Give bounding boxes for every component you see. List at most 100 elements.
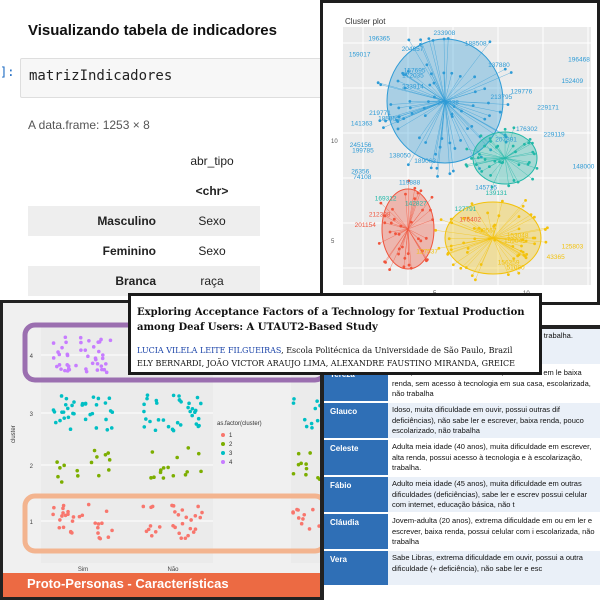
yellow-point (517, 215, 521, 218)
blue-spoke (408, 100, 446, 165)
yellow-point (462, 217, 465, 220)
cluster-3-point (145, 393, 150, 397)
yellow-spoke (447, 237, 494, 255)
red-spoke (407, 180, 410, 230)
yellow-spoke (474, 228, 494, 239)
code-text[interactable]: matrizIndicadores (29, 68, 173, 84)
red-point (389, 221, 393, 225)
point-label: 209567 (475, 227, 497, 234)
cluster-1-point (191, 530, 196, 534)
point-label: 196365 (368, 35, 390, 42)
blue-point (498, 110, 502, 114)
blue-point (384, 119, 387, 123)
teal-spoke (504, 157, 515, 181)
teal-point (527, 141, 531, 145)
cluster-3-point (177, 394, 181, 398)
cluster-3-point (60, 410, 64, 414)
blue-spoke (439, 100, 446, 148)
red-point (383, 214, 387, 218)
yellow-spoke (492, 237, 522, 247)
legend-key (221, 433, 225, 437)
cluster-3-point (188, 409, 192, 414)
red-point (413, 186, 417, 190)
cluster-2-point (75, 468, 80, 473)
cluster-4-point (95, 368, 100, 372)
blue-point (451, 169, 455, 173)
point-label: 43365 (547, 254, 565, 261)
point-label: 153048 (507, 233, 529, 240)
teal-spoke (497, 145, 506, 159)
red-point (421, 249, 424, 253)
red-point (388, 230, 392, 234)
blue-point (403, 86, 407, 90)
blue-spoke (397, 100, 446, 130)
teal-spoke (466, 148, 506, 159)
cluster-3-point (80, 401, 85, 406)
cluster-1-point (58, 518, 62, 522)
blue-spoke (385, 100, 446, 122)
data-frame-table: abr_tipo <chr> Masculino Sexo Feminino Sex… (28, 146, 260, 296)
blue-point (406, 69, 410, 73)
cluster-4-point (59, 367, 63, 371)
persona-row: Glauco Idoso, muita dificuldade em ouvir,… (324, 403, 600, 438)
point-label: 219771 (369, 110, 391, 117)
code-cell[interactable]: matrizIndicadores (20, 58, 322, 98)
teal-point (528, 138, 532, 141)
yellow-point (544, 240, 548, 244)
cluster-1-point (311, 507, 315, 512)
yellow-spoke (492, 237, 546, 243)
cluster-2-point (291, 471, 296, 476)
teal-point (489, 174, 492, 177)
blue-spoke (444, 100, 506, 136)
cluster-1-point (149, 533, 154, 538)
cluster-1-point (57, 525, 62, 530)
cluster-1-point (93, 521, 98, 525)
teal-point (514, 150, 517, 154)
cluster-3-point (65, 406, 70, 411)
cluster-4-point (57, 352, 62, 357)
cluster-2-point (183, 472, 188, 477)
red-point (419, 239, 423, 243)
blue-point (425, 63, 429, 67)
axis-tick: 10 (331, 139, 338, 145)
point-label: 129776 (511, 89, 533, 96)
cluster-4-point (79, 340, 83, 345)
point-label: 189063 (414, 158, 436, 165)
blue-point (466, 127, 469, 131)
point-label: 172035 (402, 73, 424, 80)
teal-spoke (484, 145, 506, 159)
cluster-1-point (173, 525, 177, 530)
red-point (419, 189, 423, 193)
blue-spoke (444, 76, 461, 102)
legend-key (221, 460, 225, 464)
yellow-point (451, 263, 455, 267)
blue-point (442, 37, 446, 41)
cluster-1-point (66, 509, 70, 514)
yellow-spoke (492, 229, 546, 239)
cluster-2-point (304, 462, 308, 466)
blue-point (450, 112, 454, 116)
cluster-2-point (58, 466, 62, 470)
red-point (388, 268, 392, 271)
point-label: 142827 (405, 201, 427, 208)
blue-point (389, 103, 393, 106)
cluster-3-point (62, 416, 67, 420)
persona-name: Glauco (324, 403, 388, 438)
cluster-2-point (152, 475, 156, 480)
cluster-2-point (166, 465, 170, 470)
blue-point (431, 38, 435, 42)
yellow-point (466, 246, 470, 250)
red-spoke (407, 188, 416, 230)
cluster-4-point (97, 340, 102, 344)
row-value: raça (164, 266, 260, 296)
blue-spoke (379, 100, 446, 121)
blue-point (459, 138, 462, 142)
cluster-2-point (308, 451, 312, 455)
cluster-1-point (307, 527, 312, 531)
teal-spoke (489, 157, 506, 167)
cluster-4-point (91, 345, 96, 349)
blue-spoke (444, 100, 485, 120)
point-label: 127791 (455, 206, 477, 213)
red-point (409, 266, 413, 270)
cluster-1-point (80, 513, 85, 518)
